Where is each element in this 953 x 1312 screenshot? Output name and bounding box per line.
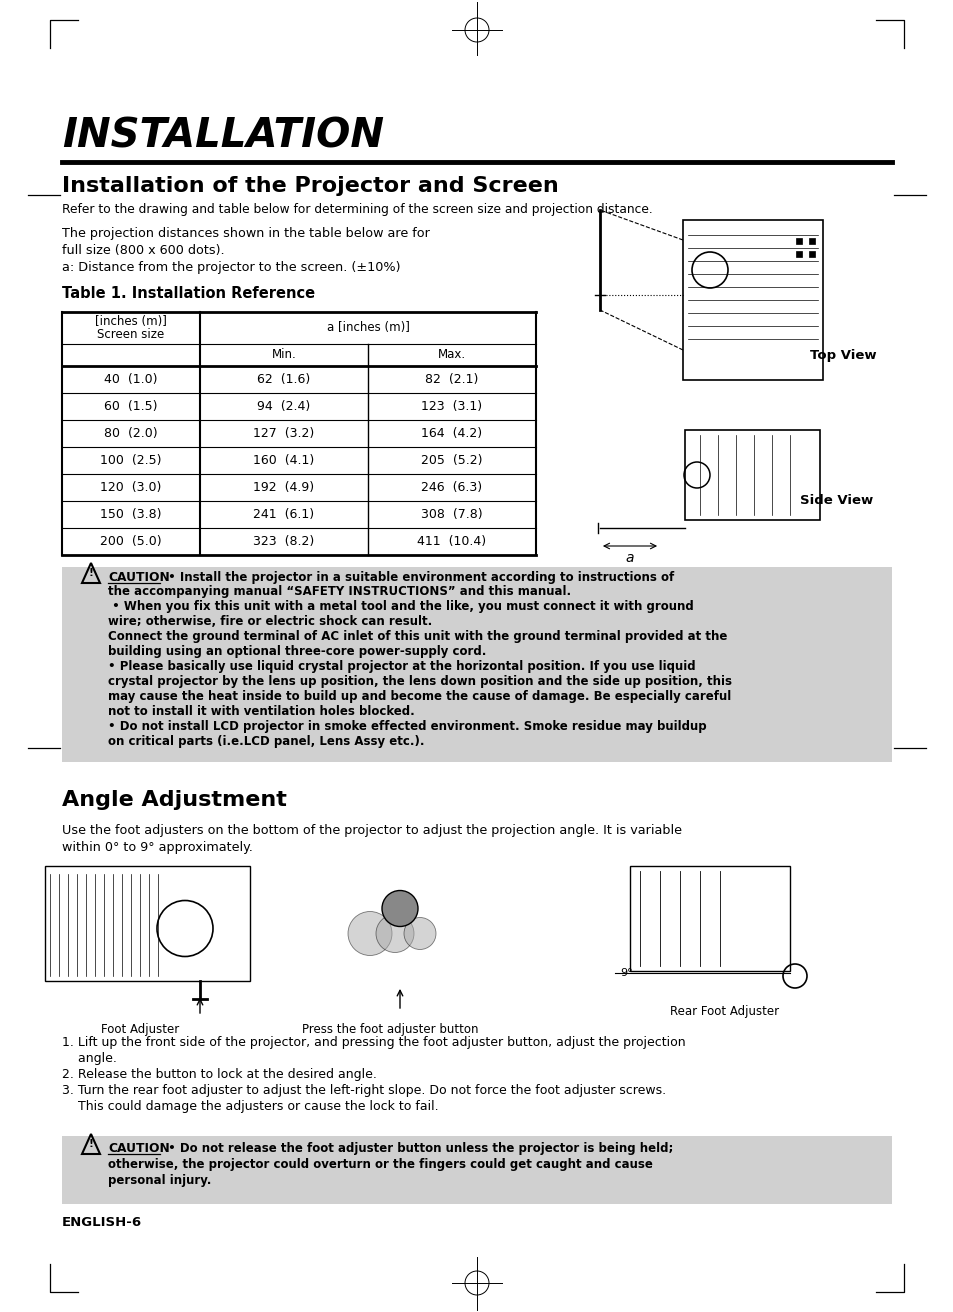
Text: Min.: Min. [272,349,296,362]
Text: 323  (8.2): 323 (8.2) [253,535,314,548]
Text: The projection distances shown in the table below are for: The projection distances shown in the ta… [62,227,430,240]
Text: 160  (4.1): 160 (4.1) [253,454,314,467]
Text: not to install it with ventilation holes blocked.: not to install it with ventilation holes… [108,705,415,718]
Text: 150  (3.8): 150 (3.8) [100,508,162,521]
Text: CAUTION: CAUTION [108,571,170,584]
Text: 60  (1.5): 60 (1.5) [104,400,157,413]
Bar [684,430,820,520]
Text: 62  (1.6): 62 (1.6) [257,373,311,386]
Text: 200  (5.0): 200 (5.0) [100,535,162,548]
Text: 308  (7.8): 308 (7.8) [420,508,482,521]
Text: 411  (10.4): 411 (10.4) [417,535,486,548]
Text: 192  (4.9): 192 (4.9) [253,482,314,495]
Text: Rear Foot Adjuster: Rear Foot Adjuster [670,1005,779,1018]
Bar [795,251,801,257]
Text: otherwise, the projector could overturn or the fingers could get caught and caus: otherwise, the projector could overturn … [108,1158,652,1172]
Text: Refer to the drawing and table below for determining of the screen size and proj: Refer to the drawing and table below for… [62,203,652,216]
Text: on critical parts (i.e.LCD panel, Lens Assy etc.).: on critical parts (i.e.LCD panel, Lens A… [108,735,424,748]
Text: a: a [625,551,634,565]
Text: 40  (1.0): 40 (1.0) [104,373,157,386]
Text: 1. Lift up the front side of the projector, and pressing the foot adjuster butto: 1. Lift up the front side of the project… [62,1036,685,1050]
Text: 120  (3.0): 120 (3.0) [100,482,161,495]
Text: Press the foot adjuster button: Press the foot adjuster button [301,1022,477,1035]
Text: may cause the heat inside to build up and become the cause of damage. Be especia: may cause the heat inside to build up an… [108,690,731,703]
Text: Connect the ground terminal of AC inlet of this unit with the ground terminal pr: Connect the ground terminal of AC inlet … [108,630,726,643]
Text: ENGLISH-6: ENGLISH-6 [62,1216,142,1229]
Text: 94  (2.4): 94 (2.4) [257,400,311,413]
Text: within 0° to 9° approximately.: within 0° to 9° approximately. [62,841,253,854]
Text: 123  (3.1): 123 (3.1) [421,400,482,413]
Text: full size (800 x 600 dots).: full size (800 x 600 dots). [62,244,224,257]
Text: Top View: Top View [809,349,876,362]
Text: Side View: Side View [800,493,872,506]
Text: !: ! [89,568,93,579]
Text: • Please basically use liquid crystal projector at the horizontal position. If y: • Please basically use liquid crystal pr… [108,660,695,673]
Text: building using an optional three-core power-supply cord.: building using an optional three-core po… [108,646,486,659]
Text: • Do not install LCD projector in smoke effected environment. Smoke residue may : • Do not install LCD projector in smoke … [108,720,706,733]
Bar [62,1136,891,1204]
Text: 164  (4.2): 164 (4.2) [421,426,482,440]
Text: crystal projector by the lens up position, the lens down position and the side u: crystal projector by the lens up positio… [108,674,731,687]
Text: wire; otherwise, fire or electric shock can result.: wire; otherwise, fire or electric shock … [108,615,432,628]
Text: 246  (6.3): 246 (6.3) [421,482,482,495]
Bar [795,237,801,244]
Text: 2. Release the button to lock at the desired angle.: 2. Release the button to lock at the des… [62,1068,376,1081]
Text: Angle Adjustment: Angle Adjustment [62,790,287,810]
Text: CAUTION: CAUTION [108,1141,170,1155]
Text: angle.: angle. [62,1052,117,1065]
Text: 205  (5.2): 205 (5.2) [421,454,482,467]
Text: Max.: Max. [437,349,466,362]
Text: INSTALLATION: INSTALLATION [62,117,384,157]
Bar [682,220,822,380]
Text: Table 1. Installation Reference: Table 1. Installation Reference [62,286,314,300]
Text: 82  (2.1): 82 (2.1) [425,373,478,386]
Circle shape [381,891,417,926]
Text: 127  (3.2): 127 (3.2) [253,426,314,440]
Text: 80  (2.0): 80 (2.0) [104,426,157,440]
Text: • Do not release the foot adjuster button unless the projector is being held;: • Do not release the foot adjuster butto… [164,1141,673,1155]
Text: This could damage the adjusters or cause the lock to fail.: This could damage the adjusters or cause… [62,1099,438,1113]
Circle shape [375,914,414,953]
Text: Installation of the Projector and Screen: Installation of the Projector and Screen [62,176,558,195]
Text: 9°: 9° [619,968,632,977]
Text: • Install the projector in a suitable environment according to instructions of: • Install the projector in a suitable en… [164,571,674,584]
Text: Use the foot adjusters on the bottom of the projector to adjust the projection a: Use the foot adjusters on the bottom of … [62,824,681,837]
Text: a: Distance from the projector to the screen. (±10%): a: Distance from the projector to the sc… [62,261,400,274]
Bar [629,866,789,971]
Bar [62,567,891,762]
Text: a [inches (m)]: a [inches (m)] [326,321,409,335]
Bar [808,237,814,244]
Text: personal injury.: personal injury. [108,1174,212,1187]
Text: Screen size: Screen size [97,328,165,341]
Text: Foot Adjuster: Foot Adjuster [101,1022,179,1035]
Bar [45,866,250,981]
Text: • When you fix this unit with a metal tool and the like, you must connect it wit: • When you fix this unit with a metal to… [108,600,693,613]
Text: 3. Turn the rear foot adjuster to adjust the left-right slope. Do not force the : 3. Turn the rear foot adjuster to adjust… [62,1084,665,1097]
Circle shape [403,917,436,950]
Text: the accompanying manual “SAFETY INSTRUCTIONS” and this manual.: the accompanying manual “SAFETY INSTRUCT… [108,585,571,598]
Text: 100  (2.5): 100 (2.5) [100,454,162,467]
Bar [808,251,814,257]
Circle shape [348,912,392,955]
Text: !: ! [89,1139,93,1149]
Text: [inches (m)]: [inches (m)] [95,315,167,328]
Text: 241  (6.1): 241 (6.1) [253,508,314,521]
